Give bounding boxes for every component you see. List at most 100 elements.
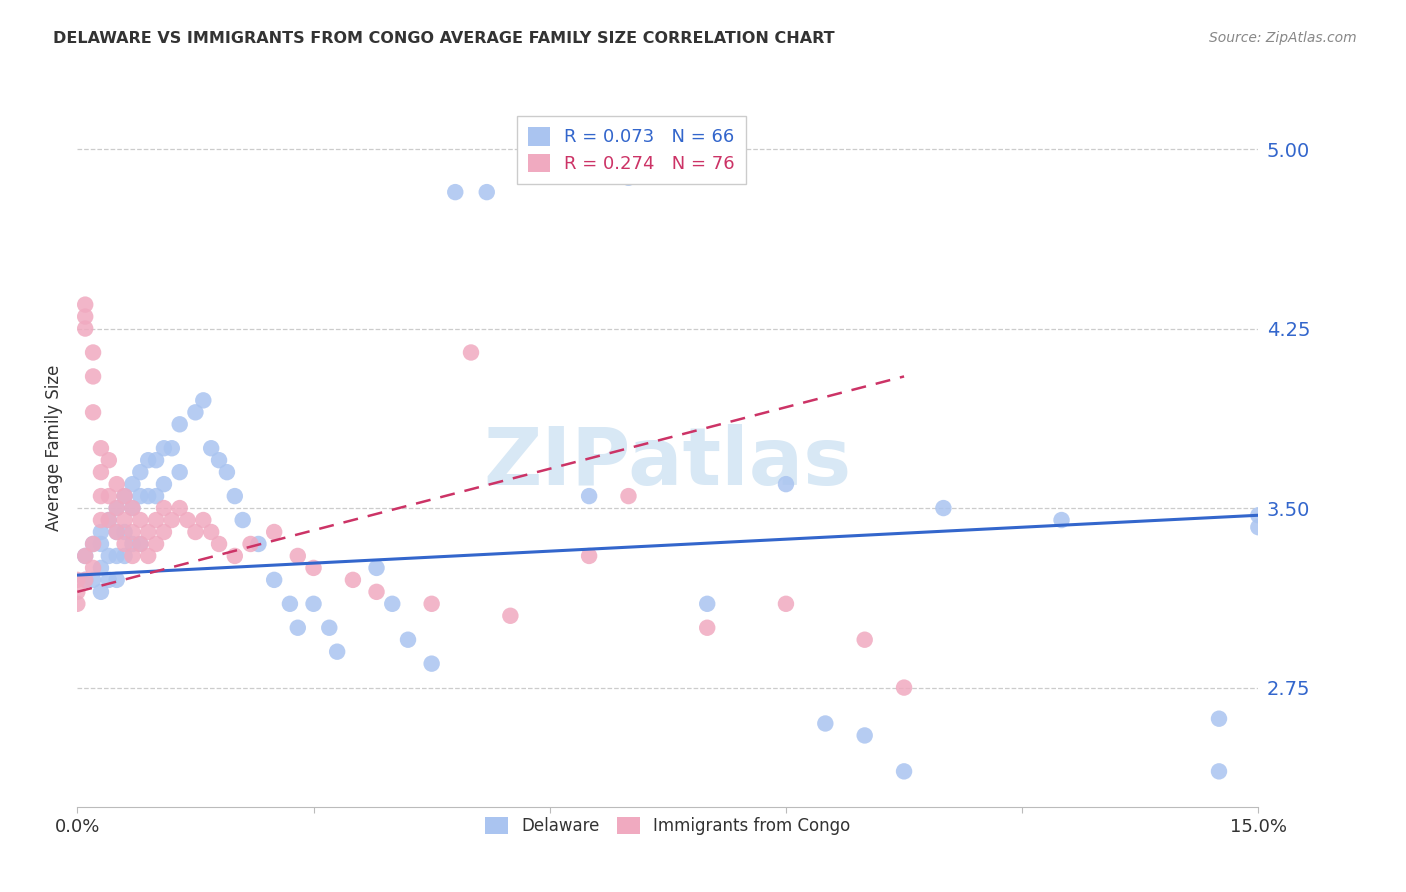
Point [578, 489, 600, 503]
Point [136, 524, 159, 539]
Point [381, 597, 404, 611]
Point [224, 549, 246, 563]
Point [82, 573, 104, 587]
Point [121, 501, 143, 516]
Point [66, 573, 89, 587]
Point [617, 170, 640, 185]
Point [82, 369, 104, 384]
Point [169, 465, 191, 479]
Point [499, 608, 522, 623]
Point [696, 621, 718, 635]
Point [853, 728, 876, 742]
Point [129, 513, 152, 527]
Point [129, 537, 152, 551]
Point [1247, 508, 1270, 523]
Point [775, 597, 797, 611]
Point [114, 489, 136, 503]
Point [136, 453, 159, 467]
Point [193, 513, 215, 527]
Text: Source: ZipAtlas.com: Source: ZipAtlas.com [1209, 31, 1357, 45]
Point [75, 573, 97, 587]
Point [893, 681, 915, 695]
Point [578, 549, 600, 563]
Point [97, 573, 120, 587]
Point [82, 537, 104, 551]
Point [1050, 513, 1073, 527]
Point [200, 442, 222, 455]
Point [460, 345, 482, 359]
Point [114, 489, 136, 503]
Point [145, 453, 167, 467]
Point [145, 513, 167, 527]
Point [136, 489, 159, 503]
Point [617, 489, 640, 503]
Point [129, 537, 152, 551]
Point [121, 524, 143, 539]
Point [153, 524, 176, 539]
Point [893, 764, 915, 779]
Point [215, 465, 238, 479]
Point [247, 537, 270, 551]
Point [90, 561, 112, 575]
Point [121, 549, 143, 563]
Point [814, 716, 837, 731]
Point [105, 549, 128, 563]
Point [90, 465, 112, 479]
Legend: Delaware, Immigrants from Congo: Delaware, Immigrants from Congo [478, 811, 858, 842]
Point [82, 561, 104, 575]
Point [97, 513, 120, 527]
Point [114, 524, 136, 539]
Point [232, 513, 254, 527]
Point [75, 310, 97, 324]
Point [396, 632, 419, 647]
Point [105, 501, 128, 516]
Point [184, 405, 207, 419]
Point [75, 298, 97, 312]
Point [136, 549, 159, 563]
Point [90, 489, 112, 503]
Point [82, 405, 104, 419]
Point [342, 573, 364, 587]
Point [302, 597, 325, 611]
Point [444, 185, 467, 199]
Point [366, 561, 388, 575]
Point [75, 549, 97, 563]
Point [105, 573, 128, 587]
Text: DELAWARE VS IMMIGRANTS FROM CONGO AVERAGE FAMILY SIZE CORRELATION CHART: DELAWARE VS IMMIGRANTS FROM CONGO AVERAG… [53, 31, 835, 46]
Point [1247, 520, 1270, 534]
Point [475, 185, 498, 199]
Point [169, 501, 191, 516]
Point [287, 621, 309, 635]
Point [90, 537, 112, 551]
Point [326, 645, 349, 659]
Point [160, 442, 183, 455]
Point [105, 524, 128, 539]
Point [105, 524, 128, 539]
Point [121, 537, 143, 551]
Point [208, 453, 231, 467]
Point [90, 524, 112, 539]
Point [82, 537, 104, 551]
Point [278, 597, 301, 611]
Point [696, 597, 718, 611]
Point [114, 537, 136, 551]
Point [853, 632, 876, 647]
Point [97, 489, 120, 503]
Point [193, 393, 215, 408]
Point [200, 524, 222, 539]
Point [145, 489, 167, 503]
Point [145, 537, 167, 551]
Point [97, 549, 120, 563]
Point [420, 597, 443, 611]
Point [224, 489, 246, 503]
Point [932, 501, 955, 516]
Point [90, 442, 112, 455]
Point [176, 513, 198, 527]
Point [121, 501, 143, 516]
Point [169, 417, 191, 432]
Text: ZIPatlas: ZIPatlas [484, 424, 852, 501]
Point [75, 321, 97, 335]
Point [121, 477, 143, 491]
Point [208, 537, 231, 551]
Point [66, 585, 89, 599]
